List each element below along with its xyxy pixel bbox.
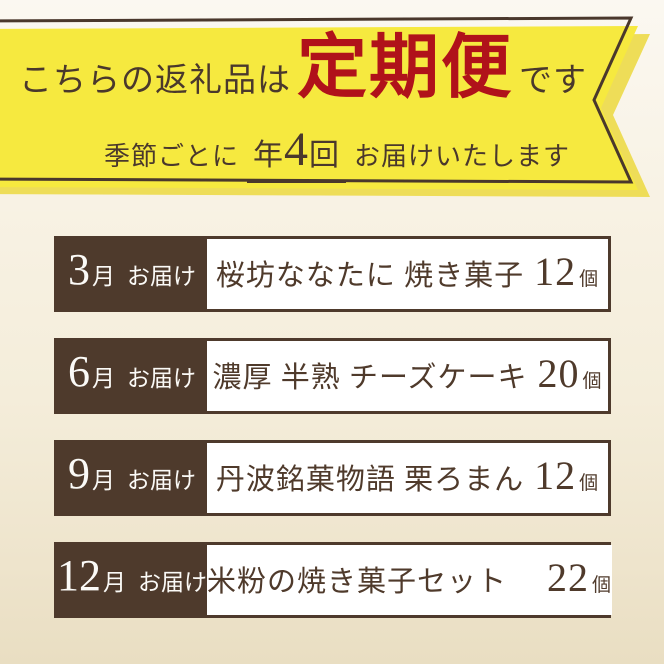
delivery-row: 9 月 お届け 丹波銘菓物語 栗ろまん 12 個 bbox=[54, 440, 611, 516]
subscription-banner: こちらの返礼品は定期便 です 季節ごとに 年4回 お届けいたします bbox=[0, 0, 664, 215]
delivery-month-label: 6 月 お届け bbox=[57, 341, 207, 411]
banner-headline-suffix: です bbox=[519, 63, 587, 99]
delivery-label: お届け bbox=[127, 468, 196, 493]
delivery-month-number: 6 bbox=[68, 347, 90, 396]
banner-subline: 季節ごとに 年4回 お届けいたします bbox=[0, 123, 640, 183]
delivery-month-label: 3 月 お届け bbox=[57, 239, 207, 309]
delivery-item-name: 米粉の焼き菓子セット bbox=[207, 566, 538, 598]
delivery-item-count-unit: 個 bbox=[582, 371, 603, 392]
banner-frequency-year: 年 bbox=[253, 139, 284, 172]
banner-frequency: 年4回 bbox=[247, 123, 346, 183]
delivery-item-name: 丹波銘菓物語 栗ろまん bbox=[215, 464, 525, 496]
delivery-rows: 3 月 お届け 桜坊ななたに 焼き菓子 12 個 6 月 お届け 濃厚 半熟 チ… bbox=[54, 236, 613, 618]
delivery-row: 12 月 お届け 米粉の焼き菓子セット 22 個 bbox=[54, 542, 613, 618]
delivery-item-name: 桜坊ななたに 焼き菓子 bbox=[215, 260, 525, 292]
delivery-item-count-unit: 個 bbox=[592, 575, 613, 596]
delivery-item-count-unit: 個 bbox=[579, 473, 600, 494]
banner-subline-suffix: お届けいたします bbox=[354, 142, 571, 171]
delivery-item-count: 12 bbox=[534, 249, 577, 294]
banner-headline-highlight: 定期便 bbox=[297, 30, 513, 107]
delivery-label: お届け bbox=[127, 264, 196, 289]
delivery-month-number: 3 bbox=[68, 245, 90, 294]
banner-frequency-times: 回 bbox=[309, 139, 340, 172]
delivery-row: 6 月 お届け 濃厚 半熟 チーズケーキ 20 個 bbox=[54, 338, 611, 414]
ribbon-outline bbox=[0, 16, 634, 184]
banner-headline: こちらの返礼品は定期便 です bbox=[0, 34, 606, 104]
ribbon-flag-shape bbox=[0, 16, 650, 197]
delivery-label: お届け bbox=[138, 570, 207, 595]
delivery-month-unit: 月 bbox=[92, 264, 115, 289]
delivery-item: 丹波銘菓物語 栗ろまん 12 個 bbox=[207, 443, 608, 513]
delivery-month-unit: 月 bbox=[92, 468, 115, 493]
banner-subline-prefix: 季節ごとに bbox=[103, 142, 239, 171]
delivery-month-unit: 月 bbox=[92, 366, 115, 391]
delivery-label: お届け bbox=[127, 366, 196, 391]
ribbon-main-layer bbox=[0, 26, 638, 190]
delivery-row: 3 月 お届け 桜坊ななたに 焼き菓子 12 個 bbox=[54, 236, 611, 312]
delivery-month-label: 9 月 お届け bbox=[57, 443, 207, 513]
delivery-item-count: 12 bbox=[534, 453, 577, 498]
delivery-month-unit: 月 bbox=[103, 570, 126, 595]
delivery-month-number: 12 bbox=[57, 551, 101, 600]
banner-frequency-count: 4 bbox=[284, 123, 309, 176]
delivery-item: 米粉の焼き菓子セット 22 個 bbox=[207, 545, 613, 615]
delivery-item: 濃厚 半熟 チーズケーキ 20 個 bbox=[207, 341, 608, 411]
delivery-item-name: 濃厚 半熟 チーズケーキ bbox=[212, 362, 528, 394]
delivery-month-label: 12 月 お届け bbox=[57, 545, 207, 615]
delivery-item-count: 20 bbox=[537, 351, 580, 396]
delivery-item: 桜坊ななたに 焼き菓子 12 個 bbox=[207, 239, 608, 309]
delivery-item-count: 22 bbox=[547, 555, 590, 600]
delivery-month-number: 9 bbox=[68, 449, 90, 498]
delivery-item-count-unit: 個 bbox=[579, 269, 600, 290]
banner-headline-prefix: こちらの返礼品は bbox=[19, 63, 291, 99]
